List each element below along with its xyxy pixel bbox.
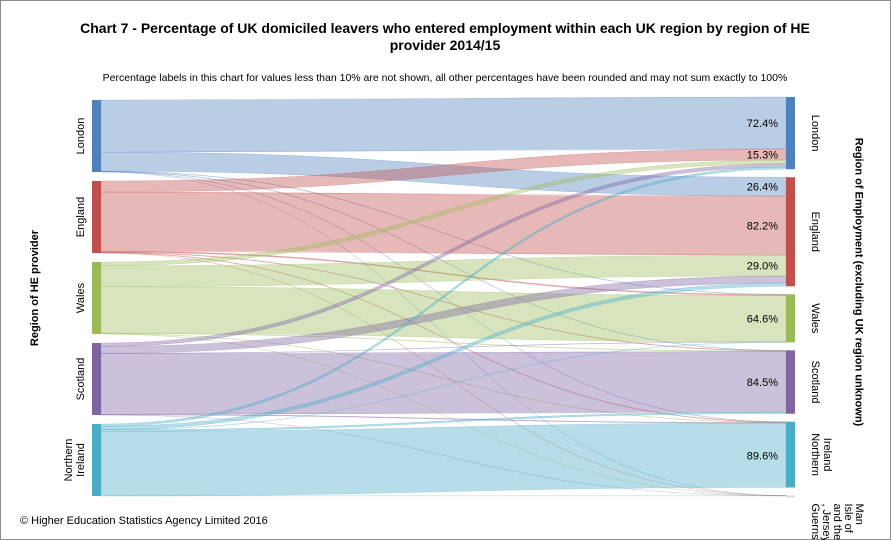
target-label-islands: Guernsey, Jerseyand theIsle ofMan: [809, 503, 865, 540]
target-label-england: England: [809, 212, 821, 252]
target-node-london: [786, 97, 795, 170]
source-node-scotland: [92, 343, 101, 415]
sankey-labels: 72.4% 26.4% 15.3% 82.2% 29.0% 64.6% 84.5% 89.6%…: [63, 115, 865, 540]
flow-northern_ireland-to-northern_ireland: [100, 422, 787, 497]
source-label-northern_ireland: NorthernIreland: [63, 439, 87, 482]
target-label-scotland: Scotland: [809, 361, 821, 404]
source-node-northern_ireland: [92, 424, 101, 496]
target-node-scotland: [786, 350, 795, 414]
source-node-london: [92, 100, 101, 172]
flow-label-scotland-to-scotland: 84.5%: [747, 377, 778, 389]
target-node-wales: [786, 294, 795, 343]
flow-northern_ireland-to-london: [100, 166, 787, 427]
source-node-wales: [92, 262, 101, 334]
sankey-links: [100, 96, 787, 497]
target-node-islands: [786, 495, 795, 498]
source-label-scotland: Scotland: [75, 358, 87, 401]
flow-label-london-to-london: 72.4%: [747, 118, 778, 130]
flow-england-to-england: [100, 191, 787, 256]
source-node-england: [92, 181, 101, 253]
target-node-northern_ireland: [786, 421, 795, 488]
sankey-nodes: [92, 97, 795, 498]
flow-london-to-london: [100, 96, 787, 153]
flow-label-england-to-england: 82.2%: [747, 221, 778, 233]
target-node-england: [786, 177, 795, 287]
chart-title: Chart 7 - Percentage of UK domiciled lea…: [80, 20, 810, 53]
flow-scotland-to-scotland: [100, 351, 787, 415]
flow-label-wales-to-wales: 64.6%: [747, 314, 778, 326]
target-label-london: London: [809, 115, 821, 152]
source-label-wales: Wales: [75, 282, 87, 313]
flow-label-northern_ireland-to-northern_ireland: 89.6%: [747, 450, 778, 462]
copyright-footer: © Higher Education Statistics Agency Lim…: [20, 515, 268, 527]
chart-subtitle: Percentage labels in this chart for valu…: [102, 72, 788, 84]
flow-label-wales-to-england: 29.0%: [747, 261, 778, 273]
source-label-london: London: [75, 118, 87, 155]
target-label-wales: Wales: [809, 303, 821, 334]
flow-label-london-to-england: 26.4%: [747, 182, 778, 194]
flow-label-england-to-london: 15.3%: [747, 149, 778, 161]
flow-northern_ireland-to-scotland: [100, 411, 787, 432]
target-label-northern_ireland: NorthernIreland: [809, 433, 833, 476]
source-label-england: England: [75, 197, 87, 237]
